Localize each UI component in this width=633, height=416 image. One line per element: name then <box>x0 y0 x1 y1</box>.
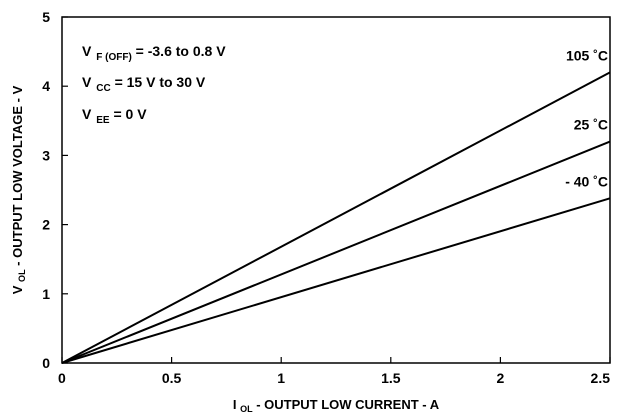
annotation-vf-off-sub: F (OFF) <box>96 52 132 63</box>
x-tick-label: 0.5 <box>162 370 182 386</box>
series-line-0 <box>61 71 611 364</box>
label-layer: 0 0.5 1 1.5 2 2.5 0 1 2 3 4 5 105 ˚C 25 ˚C - 40 ˚C <box>42 9 610 386</box>
annotation-vee: V EE = 0 V <box>82 106 147 126</box>
y-axis-label: V OL - OUTPUT LOW VOLTAGE - V <box>10 85 28 294</box>
annotation-vee-sub: EE <box>96 115 110 126</box>
x-tick-label: 1.5 <box>381 370 401 386</box>
y-axis-label-sub: OL <box>17 269 27 282</box>
x-axis-label-sub: OL <box>240 404 253 414</box>
x-axis-label-text: - OUTPUT LOW CURRENT - A <box>256 397 440 412</box>
series-line-2 <box>61 197 611 364</box>
x-tick-label: 1 <box>277 370 285 386</box>
series-layer <box>61 71 611 364</box>
series-line-1 <box>61 140 611 364</box>
annotation-vcc-sub: CC <box>96 83 110 94</box>
y-tick-label: 4 <box>42 78 50 94</box>
series-label-2: - 40 ˚C <box>565 173 608 189</box>
y-tick-label: 1 <box>42 286 50 302</box>
annotation-vcc-main: V <box>82 74 92 90</box>
y-tick-label: 5 <box>42 9 50 25</box>
tick-layer <box>61 16 611 364</box>
y-tick-label: 3 <box>42 147 50 163</box>
y-axis-label-text: - OUTPUT LOW VOLTAGE - V <box>10 85 25 265</box>
y-tick-label: 0 <box>42 355 50 371</box>
conditions-annotation: V F (OFF) = -3.6 to 0.8 V V CC = 15 V to… <box>82 43 226 126</box>
grid-layer <box>62 17 610 363</box>
x-tick-label: 0 <box>58 370 66 386</box>
y-tick-label: 2 <box>42 217 50 233</box>
annotation-vf-off-main: V <box>82 43 92 59</box>
annotation-vf-off: V F (OFF) = -3.6 to 0.8 V <box>82 43 226 63</box>
annotation-vf-off-rest: = -3.6 to 0.8 V <box>136 43 227 59</box>
x-axis-label-prefix: I <box>233 397 237 412</box>
annotation-vee-main: V <box>82 106 92 122</box>
annotation-vcc: V CC = 15 V to 30 V <box>82 74 206 94</box>
x-tick-label: 2 <box>497 370 505 386</box>
annotation-vcc-rest: = 15 V to 30 V <box>115 74 206 90</box>
x-tick-label: 2.5 <box>591 370 611 386</box>
plot-frame <box>61 16 611 364</box>
series-label-1: 25 ˚C <box>574 117 608 133</box>
y-axis-label-prefix: V <box>10 285 25 294</box>
series-label-0: 105 ˚C <box>566 47 608 63</box>
annotation-vee-rest: = 0 V <box>113 106 147 122</box>
x-axis-label: I OL - OUTPUT LOW CURRENT - A <box>233 397 440 415</box>
